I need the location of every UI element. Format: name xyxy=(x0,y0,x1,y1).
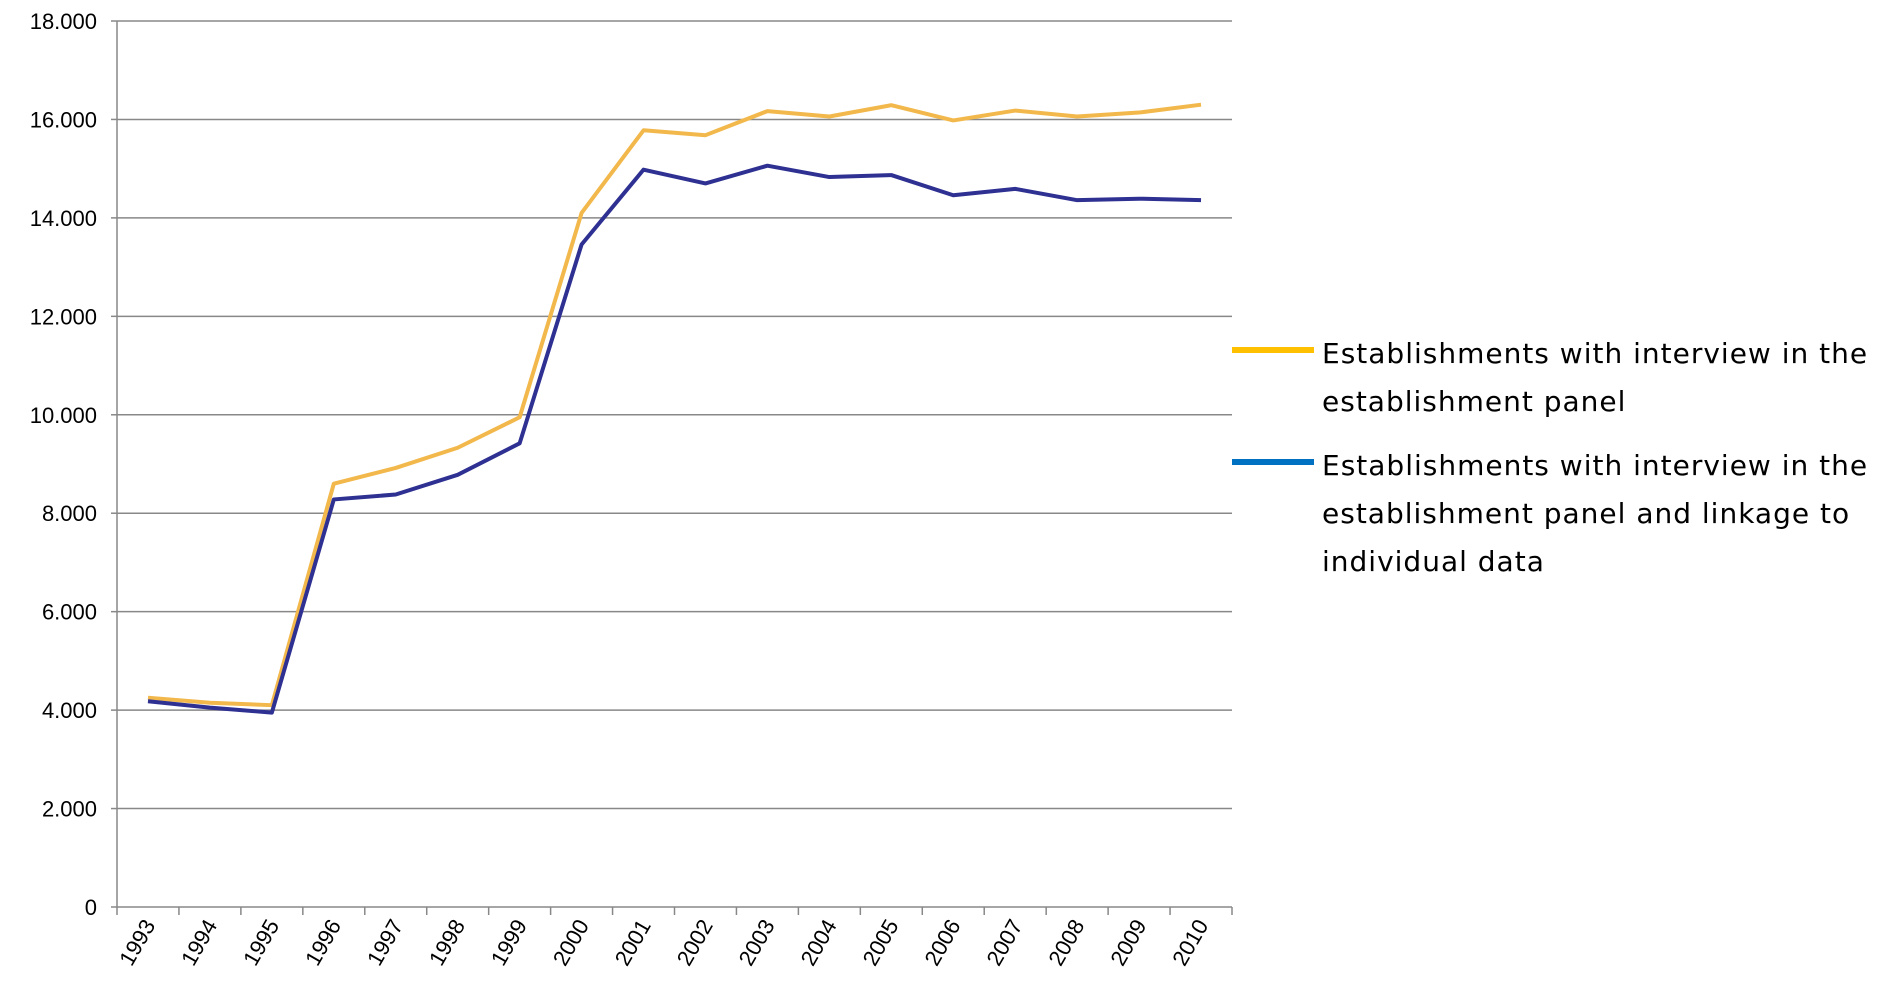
y-tick-label: 18.000 xyxy=(30,9,97,34)
y-tick-label: 6.000 xyxy=(42,600,97,625)
legend-swatch xyxy=(1232,459,1314,465)
x-tick-label: 2005 xyxy=(858,915,904,970)
x-tick-label: 2009 xyxy=(1105,915,1151,970)
series-line xyxy=(147,102,1202,708)
y-tick-label: 0 xyxy=(85,895,97,920)
series-line xyxy=(147,163,1202,715)
x-tick-label: 2006 xyxy=(919,915,965,970)
legend-entry: Establishments with interview in the est… xyxy=(1232,442,1892,586)
legend-label: Establishments with interview in the est… xyxy=(1322,337,1869,418)
x-tick-label: 2004 xyxy=(796,915,842,970)
y-tick-label: 2.000 xyxy=(42,797,97,822)
x-tick-label: 2010 xyxy=(1167,915,1213,970)
x-tick-label: 2007 xyxy=(981,915,1027,970)
y-tick-label: 12.000 xyxy=(30,304,97,329)
x-tick-label: 1994 xyxy=(176,915,222,970)
y-tick-label: 4.000 xyxy=(42,698,97,723)
y-tick-label: 10.000 xyxy=(30,403,97,428)
x-tick-label: 1996 xyxy=(300,915,346,970)
x-tick-label: 2008 xyxy=(1043,915,1089,970)
legend-label: Establishments with interview in the est… xyxy=(1322,449,1869,578)
x-tick-label: 2003 xyxy=(734,915,780,970)
x-tick-label: 1997 xyxy=(362,915,408,970)
x-tick-label: 1995 xyxy=(238,915,284,970)
x-tick-label: 1993 xyxy=(114,915,160,970)
legend-swatch xyxy=(1232,347,1314,353)
legend-entry: Establishments with interview in the est… xyxy=(1232,330,1892,426)
x-tick-label: 1999 xyxy=(486,915,532,970)
x-tick-label: 2000 xyxy=(548,915,594,970)
x-tick-label: 2002 xyxy=(672,915,718,970)
y-tick-label: 8.000 xyxy=(42,501,97,526)
legend: Establishments with interview in the est… xyxy=(1232,330,1892,602)
y-tick-label: 14.000 xyxy=(30,206,97,231)
x-tick-label: 2001 xyxy=(610,915,656,970)
x-tick-label: 1998 xyxy=(424,915,470,970)
y-tick-label: 16.000 xyxy=(30,107,97,132)
